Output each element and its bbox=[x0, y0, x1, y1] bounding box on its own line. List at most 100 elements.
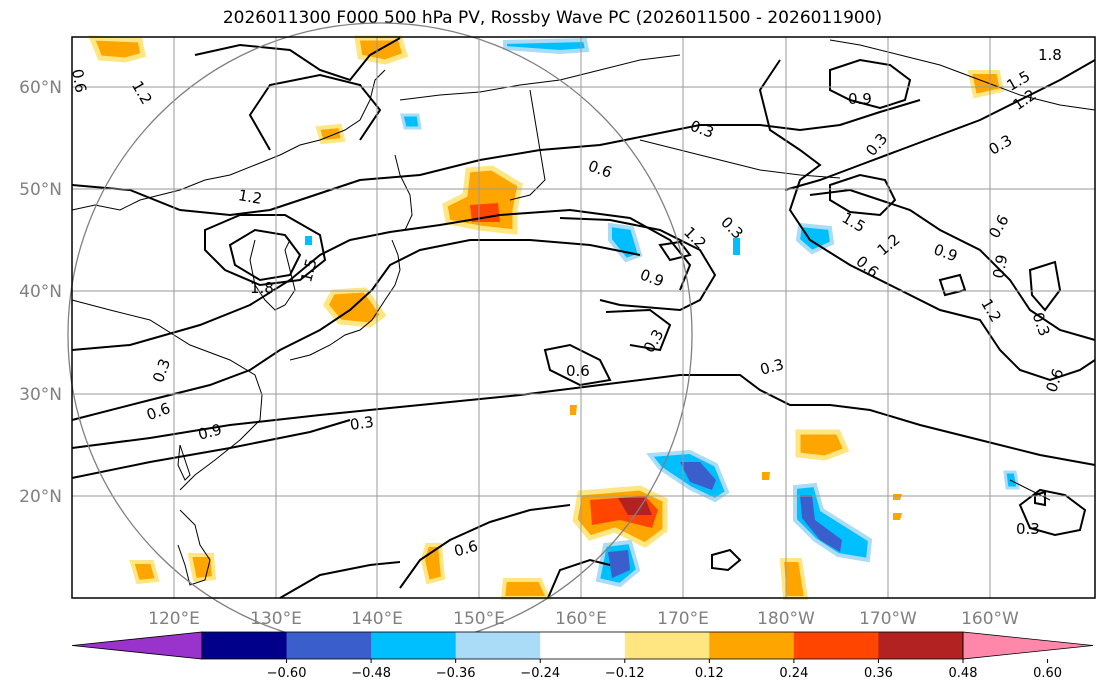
latitude-label: 20°N bbox=[19, 487, 62, 507]
contour-label: 0.3 bbox=[349, 413, 375, 434]
positive-anomaly bbox=[442, 165, 523, 235]
contour-line bbox=[1028, 260, 1062, 312]
sakhalin-coast bbox=[394, 154, 413, 231]
colorbar-max-extension bbox=[962, 631, 1094, 660]
colorbar-tick-label: −0.60 bbox=[267, 666, 307, 681]
contour-line bbox=[559, 217, 717, 312]
longitude-label: 160°E bbox=[555, 609, 607, 629]
latitude-label: 60°N bbox=[19, 78, 62, 98]
contour-label: 1.5 bbox=[297, 256, 321, 284]
positive-anomaly bbox=[893, 513, 902, 520]
okhotsk-coast bbox=[399, 54, 681, 101]
contour-line bbox=[829, 58, 912, 110]
positive-anomaly bbox=[570, 405, 577, 415]
positive-anomaly bbox=[354, 35, 409, 65]
contour-line bbox=[279, 561, 401, 599]
colorbar-min-extension bbox=[71, 631, 203, 660]
alaska-coast bbox=[829, 39, 1096, 111]
colorbar-segment bbox=[878, 632, 964, 659]
contour-line bbox=[543, 343, 612, 387]
hawaii bbox=[1009, 479, 1051, 501]
latitude-label: 40°N bbox=[19, 282, 62, 302]
contour-line bbox=[809, 188, 1096, 341]
contour-labels: 1.2 0.6 1.2 1.5 1.8 0.3 0.6 0.9 0.3 0.6 … bbox=[68, 46, 1067, 560]
contour-line bbox=[248, 73, 382, 151]
colorbar-segment bbox=[709, 632, 795, 659]
negative-anomaly bbox=[503, 37, 590, 55]
contour-label: 0.3 bbox=[758, 355, 786, 379]
longitude-label: 170°W bbox=[859, 609, 917, 629]
colorbar-tick-label: 0.60 bbox=[1033, 666, 1062, 681]
positive-anomaly bbox=[795, 429, 850, 461]
lat-lon-grid bbox=[72, 37, 1095, 598]
longitude-labels: 120°E 130°E 140°E 150°E 160°E 170°E 180°W 170°W… bbox=[148, 609, 1019, 629]
contour-label: 0.6 bbox=[144, 399, 173, 424]
contour-label: 0.3 bbox=[640, 326, 668, 356]
contour-label: 0.3 bbox=[688, 117, 717, 142]
colorbar-tick-label: 0.12 bbox=[695, 666, 724, 681]
longitude-label: 150°E bbox=[453, 609, 505, 629]
colorbar-tick-label: 0.36 bbox=[864, 666, 893, 681]
contour-label: 1.8 bbox=[250, 279, 274, 297]
colorbar-tick-label: 0.24 bbox=[779, 666, 808, 681]
contour-line bbox=[71, 239, 641, 421]
philippines bbox=[177, 509, 211, 586]
positive-anomaly bbox=[893, 494, 902, 500]
contour-line bbox=[71, 208, 692, 351]
contour-label: 0.3 bbox=[1016, 520, 1040, 538]
positive-anomaly bbox=[967, 70, 1005, 99]
contour-label: 1.8 bbox=[1038, 46, 1062, 64]
colorbar-segment bbox=[624, 632, 710, 659]
negative-anomaly bbox=[305, 236, 312, 245]
colorbar-segment bbox=[540, 632, 626, 659]
contour-label: 1.2 bbox=[237, 186, 264, 208]
negative-anomaly bbox=[400, 113, 422, 130]
contour-line bbox=[658, 240, 692, 262]
contour-line bbox=[71, 419, 351, 479]
korea-coast bbox=[249, 239, 296, 311]
contour-label: 1.2 bbox=[874, 230, 904, 259]
japan-coast bbox=[289, 239, 401, 361]
latitude-label: 30°N bbox=[19, 385, 62, 405]
negative-anomaly bbox=[608, 550, 630, 578]
contour-line bbox=[938, 273, 967, 297]
contour-line bbox=[228, 228, 302, 282]
contour-label: 0.6 bbox=[566, 362, 590, 380]
contour-line bbox=[605, 308, 672, 352]
contour-label: 0.9 bbox=[196, 420, 224, 444]
longitude-label: 130°E bbox=[250, 609, 302, 629]
colorbar-segment bbox=[371, 632, 457, 659]
positive-anomaly bbox=[129, 560, 160, 585]
longitude-label: 160°W bbox=[961, 609, 1019, 629]
taiwan bbox=[177, 444, 191, 481]
colorbar-segment bbox=[793, 632, 879, 659]
positive-anomaly bbox=[187, 553, 217, 583]
contour-line bbox=[1034, 490, 1046, 507]
positive-anomaly bbox=[762, 472, 770, 480]
contour-line bbox=[204, 214, 327, 287]
colorbar-outline bbox=[201, 631, 964, 660]
kamchatka-coast bbox=[509, 89, 546, 201]
colorbar-tick-label: −0.24 bbox=[520, 666, 560, 681]
contour-label: 0.6 bbox=[586, 157, 615, 182]
longitude-label: 180°W bbox=[757, 609, 815, 629]
colorbar-tick-label: 0.48 bbox=[949, 666, 978, 681]
longitude-label: 170°E bbox=[657, 609, 709, 629]
contour-label: 0.6 bbox=[452, 537, 480, 561]
china-coast bbox=[71, 299, 263, 491]
colorbar-segment bbox=[455, 632, 541, 659]
negative-anomaly bbox=[733, 238, 740, 255]
colorbar-tick-label: −0.12 bbox=[605, 666, 645, 681]
contour-label: 1.2 bbox=[128, 78, 156, 108]
contour-line bbox=[71, 374, 1096, 466]
negative-anomaly bbox=[608, 222, 643, 263]
longitude-label: 140°E bbox=[351, 609, 403, 629]
contour-label: 0.6 bbox=[852, 252, 882, 281]
negative-anomaly bbox=[1003, 470, 1020, 490]
colorbar: −0.60 −0.48 −0.36 −0.24 −0.12 0.12 0.24 0.36 0.4… bbox=[71, 631, 1094, 681]
contour-label: 0.6 bbox=[68, 68, 90, 95]
contour-line bbox=[71, 99, 921, 217]
colorbar-tick-label: −0.36 bbox=[436, 666, 476, 681]
pc-shading bbox=[88, 35, 1020, 600]
colorbar-tick-label: −0.48 bbox=[351, 666, 391, 681]
